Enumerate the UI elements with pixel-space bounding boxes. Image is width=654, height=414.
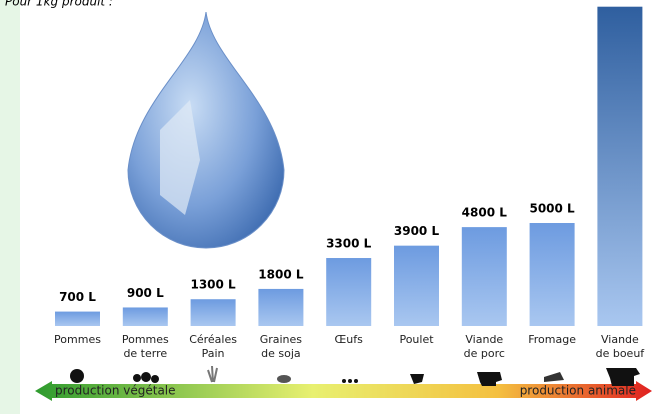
arrow-right-label: production animale xyxy=(520,384,636,398)
chart-title: Pour 1kg produit : xyxy=(5,0,113,9)
bar xyxy=(55,311,100,326)
value-label: 5000 L xyxy=(529,202,575,216)
category-label: Graines de soja xyxy=(259,333,303,360)
bar xyxy=(529,223,575,326)
value-label: 3300 L xyxy=(326,237,372,251)
category-label: Pommes xyxy=(54,333,101,346)
value-label: 1800 L xyxy=(258,267,304,281)
bar xyxy=(122,307,168,326)
value-label: 900 L xyxy=(127,286,164,300)
category-label: Viande de porc xyxy=(463,333,505,360)
bar xyxy=(394,245,439,326)
value-label: 4800 L xyxy=(462,206,508,220)
category-label: Pommes de terre xyxy=(121,333,169,360)
category-label: Œufs xyxy=(334,333,363,346)
category-label: Céréales Pain xyxy=(189,333,237,360)
category-label: Fromage xyxy=(528,333,576,346)
bar xyxy=(190,299,236,326)
arrow-left-label: production végétale xyxy=(55,384,176,398)
side-strip xyxy=(0,0,20,414)
category-label: Viande de boeuf xyxy=(595,333,645,360)
bar xyxy=(258,288,304,326)
value-label: 700 L xyxy=(59,290,96,304)
water-drop xyxy=(127,11,285,249)
earth-shape xyxy=(160,100,200,215)
bar xyxy=(461,227,507,326)
bar xyxy=(326,258,372,326)
value-label: 3900 L xyxy=(394,224,440,238)
arrow xyxy=(35,381,652,401)
value-label: 1300 L xyxy=(190,278,236,292)
bar xyxy=(597,6,643,326)
category-label: Poulet xyxy=(399,333,434,346)
icons xyxy=(70,365,640,386)
